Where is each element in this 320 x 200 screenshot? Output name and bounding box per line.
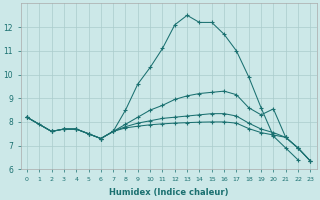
X-axis label: Humidex (Indice chaleur): Humidex (Indice chaleur) xyxy=(109,188,228,197)
